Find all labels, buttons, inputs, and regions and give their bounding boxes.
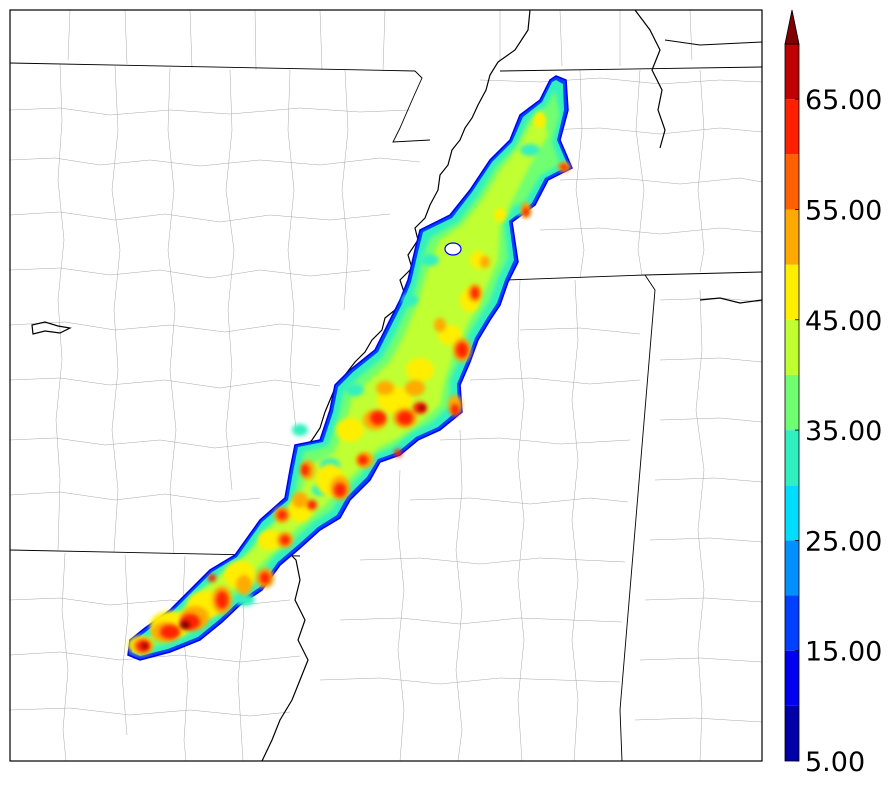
colorbar-tick-label: 65.00 [805,85,882,116]
colorbar-segment [785,264,799,320]
colorbar-tick-label: 55.00 [805,195,882,226]
colorbar-segment [785,154,799,210]
colorbar: 5.00 15.00 25.00 35.00 45.00 55.00 65.00 [784,9,882,778]
county-boundaries [10,10,762,761]
colorbar-tick-label: 5.00 [805,747,865,778]
colorbar-segment [785,540,799,596]
colorbar-segment [785,430,799,486]
map-area [10,10,762,761]
state-boundaries [10,39,762,761]
colorbar-segment [785,485,799,541]
colorbar-segment [785,705,799,761]
colorbar-tick-label: 15.00 [805,637,882,668]
reflectivity-swath [127,75,573,661]
colorbar-segment [785,44,799,100]
colorbar-segment [785,209,799,265]
colorbar-extend-arrow [784,9,800,45]
colorbar-segment [785,650,799,706]
colorbar-segment [785,374,799,431]
rivers [31,10,762,761]
map-frame [9,9,763,762]
colorbar-segment [785,595,799,651]
colorbar-outline [784,43,800,762]
colorbar-tick-label: 25.00 [805,526,882,557]
colorbar-tick-label: 45.00 [805,306,882,337]
colorbar-tick-label: 35.00 [805,416,882,447]
colorbar-segment [785,319,799,375]
colorbar-segment [785,99,799,155]
